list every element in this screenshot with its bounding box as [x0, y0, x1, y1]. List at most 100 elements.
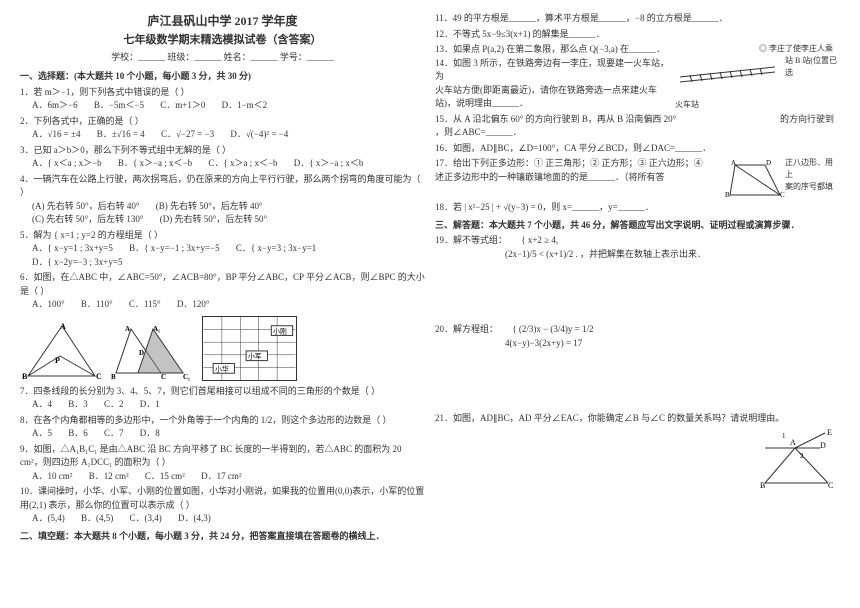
- q8-d: D．8: [140, 427, 160, 441]
- q7-c: C．2: [104, 398, 124, 412]
- doc-meta: 学校：______ 班级：______ 姓名：______ 学号：______: [20, 51, 425, 65]
- q6: 6．如图，在△ABC 中，∠ABC=50°，∠ACB=80°，BP 平分∠ABC…: [20, 271, 425, 312]
- section-c-heading: 三、解答题：本大题共 7 个小题，共 46 分，解答题应写出文字说明、证明过程或…: [435, 219, 840, 233]
- q10-b: B．(4,5): [81, 512, 113, 526]
- q8-stem: 8．在各个内角都相等的多边形中，一个外角等于一个内角的 1/2，则这个多边形的边…: [20, 414, 425, 428]
- q20-stem: 20．解方程组：: [435, 324, 498, 334]
- q8-c: C．7: [104, 427, 124, 441]
- doc-subtitle: 七年级数学期末精选模拟试卷（含答案）: [20, 32, 425, 49]
- q8-b: B．6: [68, 427, 88, 441]
- q13-q14-block: 13．如果点 P(a,2) 在第二象限，那么点 Q(−3,a) 在______．…: [435, 43, 840, 111]
- svg-text:D: D: [139, 349, 144, 357]
- svg-text:P: P: [55, 356, 60, 365]
- q7-d: D．1: [140, 398, 160, 412]
- svg-text:C₁: C₁: [183, 373, 190, 381]
- q4-d: (D) 先右转 50°，后左转 50°: [160, 213, 267, 227]
- q3: 3．已知 a＞b＞0，那么下列不等式组中无解的是（ ） A．{ x＜a ; x＞…: [20, 144, 425, 171]
- q1-d: D．1−m＜2: [222, 99, 268, 113]
- svg-text:E: E: [827, 428, 832, 437]
- q1-stem: 1．若 m＞−1，则下列各式中错误的是（ ）: [20, 86, 425, 100]
- q15-block: 15．从 A 沿北偏东 60° 的方向行驶到 B，再从 B 沿南偏西 20° ，…: [435, 113, 840, 140]
- q10-stem: 10．课间操时，小华、小军、小刚的位置如图，小华对小刚说，如果我的位置用(0,0…: [20, 485, 425, 512]
- q6-b: B．110°: [81, 298, 113, 312]
- svg-text:A: A: [731, 159, 736, 167]
- svg-text:A: A: [60, 322, 66, 331]
- q17-l2: 述正多边形中的一种镶嵌镶地面的的是______．（将所有答: [435, 171, 725, 185]
- q7-b: B．3: [68, 398, 88, 412]
- q21: 21．如图，AD∥BC，AD 平分∠EAC，你能确定∠B 与∠C 的数量关系吗？…: [435, 412, 840, 426]
- right-column: 11．49 的平方根是______，算术平方根是______，−8 的立方根是_…: [430, 12, 845, 596]
- q2-a: A．√16 = ±4: [32, 128, 80, 142]
- q5: 5．解为 { x=1 ; y=2 的方程组是（ ） A．{ x−y=1 ; 3x…: [20, 229, 425, 270]
- q5-stem: 5．解为 { x=1 ; y=2 的方程组是（ ）: [20, 229, 425, 243]
- q6-stem: 6．如图，在△ABC 中，∠ABC=50°，∠ACB=80°，BP 平分∠ABC…: [20, 271, 425, 298]
- trapezoid-figure: AD BC: [725, 157, 785, 199]
- q14-side1: 了使李庄人乘: [785, 43, 840, 55]
- q3-b: B．{ x＞−a ; x＜−b: [118, 157, 192, 171]
- q1-b: B．−5m＜−5: [94, 99, 144, 113]
- q8: 8．在各个内角都相等的多边形中，一个外角等于一个内角的 1/2，则这个多边形的边…: [20, 414, 425, 441]
- grid-position-figure: 小刚 小军 小华: [202, 316, 297, 381]
- q10-c: C．(3,4): [130, 512, 162, 526]
- svg-text:A: A: [790, 438, 796, 447]
- q19-stem: 19．解不等式组：: [435, 235, 507, 245]
- q9-stem: 9．如图，△A₁B₁C₁ 是由△ABC 沿 BC 方向平移了 BC 长度的一半得…: [20, 443, 425, 470]
- q6-c: C．115°: [129, 298, 161, 312]
- q2: 2．下列各式中，正确的是（ ） A．√16 = ±4 B．±√16 = 4 C．…: [20, 115, 425, 142]
- q1: 1．若 m＞−1，则下列各式中错误的是（ ） A．6m＞−6 B．−5m＜−5 …: [20, 86, 425, 113]
- q2-c: C．√−27 = −3: [161, 128, 214, 142]
- q9: 9．如图，△A₁B₁C₁ 是由△ABC 沿 BC 方向平移了 BC 长度的一半得…: [20, 443, 425, 484]
- lizhuang-label: ◎ 李庄: [675, 43, 785, 55]
- q4-c: (C) 先右转 50°，后左转 130°: [32, 213, 143, 227]
- q20: 20．解方程组： { (2/3)x − (3/4)y = 1/2 4(x−y)−…: [435, 323, 840, 350]
- svg-text:B: B: [725, 191, 730, 199]
- q19-eq1: { x+2 ≥ 4,: [509, 235, 558, 245]
- q17-side2: 案的序号都填: [785, 181, 840, 193]
- triangle-bpc-figure: A B C P: [20, 321, 105, 381]
- svg-text:D: D: [766, 159, 771, 167]
- q4: 4．一辆汽车在公路上行驶，两次拐弯后，仍在原来的方向上平行行驶，那么两个拐弯的角…: [20, 173, 425, 227]
- q13: 13．如果点 P(a,2) 在第二象限，那么点 Q(−3,a) 在______．: [435, 43, 675, 57]
- q10-a: A．(5,4): [32, 512, 65, 526]
- q19-eq2: (2x−1)/5 < (x+1)/2 .: [435, 249, 578, 259]
- q10-d: D．(4,3): [178, 512, 211, 526]
- q7-a: A．4: [32, 398, 52, 412]
- q16: 16．如图，AD∥BC，∠D=100°，CA 平分∠BCD，则∠DAC=____…: [435, 142, 840, 156]
- q17-block: 17．给出下列正多边形：① 正三角形；② 正方形；③ 正六边形；④ 述正多边形中…: [435, 157, 840, 199]
- shifted-triangle-figure: A A₁ B C C₁ D: [111, 321, 196, 381]
- grid-label-b: 小军: [248, 351, 262, 360]
- q7-stem: 7．四条线段的长分别为 3、4、5、7，则它们首尾相接可以组成不同的三角形的个数…: [20, 385, 425, 399]
- q3-a: A．{ x＜a ; x＞−b: [32, 157, 102, 171]
- q1-a: A．6m＞−6: [32, 99, 78, 113]
- q10: 10．课间操时，小华、小军、小刚的位置如图，小华对小刚说，如果我的位置用(0,0…: [20, 485, 425, 526]
- svg-text:C: C: [96, 372, 102, 381]
- figure-row: A B C P A A₁ B C C₁ D 小刚 小军: [20, 316, 425, 381]
- q5-b: B．{ x−y=−1 ; 3x+y=−5: [129, 242, 220, 256]
- q6-a: A．100°: [32, 298, 65, 312]
- q15-side: 的方向行驶到: [780, 113, 840, 140]
- q2-d: D．√(−4)² = −4: [230, 128, 288, 142]
- q14-l3: 站)，说明理由______．: [435, 97, 675, 111]
- q20-eq1: { (2/3)x − (3/4)y = 1/2: [500, 324, 593, 334]
- grid-label-a: 小刚: [273, 326, 287, 335]
- q11: 11．49 的平方根是______，算术平方根是______，−8 的立方根是_…: [435, 12, 840, 26]
- q4-a: (A) 先右转 50°，后右转 40°: [32, 200, 139, 214]
- grid-label-c: 小华: [215, 364, 229, 373]
- svg-text:A: A: [125, 325, 130, 333]
- q4-stem: 4．一辆汽车在公路上行驶，两次拐弯后，仍在原来的方向上平行行驶，那么两个拐弯的角…: [20, 173, 425, 200]
- q3-stem: 3．已知 a＞b＞0，那么下列不等式组中无解的是（ ）: [20, 144, 425, 158]
- angle-figure: E A D B C 1 2: [750, 428, 840, 493]
- q15-l1: 15．从 A 沿北偏东 60° 的方向行驶到 B，再从 B 沿南偏西 20°: [435, 113, 780, 127]
- q1-c: C．m+1＞0: [160, 99, 205, 113]
- q6-d: D．120°: [177, 298, 210, 312]
- q14-l1: 14．如图 3 所示，在铁路旁边有一李庄，现要建一火车站，为: [435, 57, 675, 84]
- q5-c: C．{ x−y=3 ; 3x−y=1: [236, 242, 316, 256]
- q20-eq2: 4(x−y)−3(2x+y) = 17: [435, 338, 582, 348]
- doc-title: 庐江县矾山中学 2017 学年度: [20, 12, 425, 30]
- svg-text:B: B: [22, 372, 28, 381]
- q9-a: A．10 cm²: [32, 470, 72, 484]
- q3-d: D．{ x＞−a ; x＜b: [294, 157, 364, 171]
- q8-a: A．5: [32, 427, 52, 441]
- section-a-heading: 一、选择题：(本大题共 10 个小题，每小题 3 分，共 30 分): [20, 70, 425, 84]
- svg-text:C: C: [828, 481, 833, 490]
